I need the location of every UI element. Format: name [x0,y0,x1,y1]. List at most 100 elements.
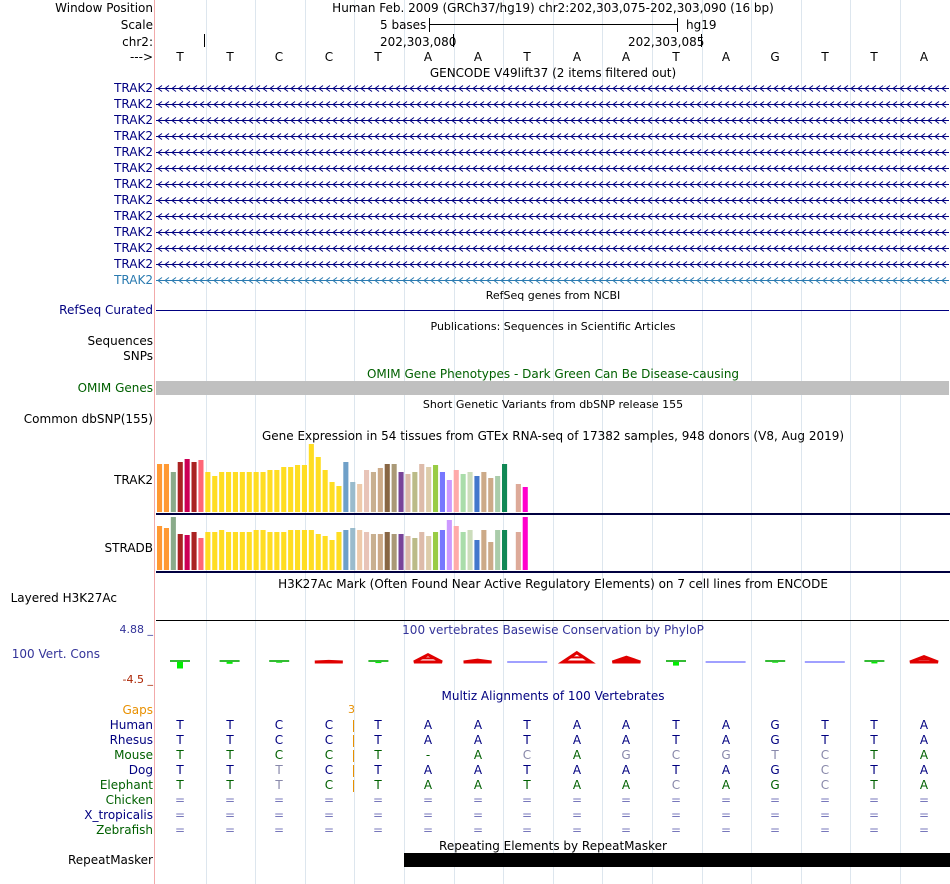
phylop-bar [673,662,679,666]
gencode-item-label[interactable]: TRAK2 [114,273,153,287]
strand-arrow [773,261,779,268]
strand-arrow [885,133,891,140]
strand-arrow [381,181,387,188]
strand-arrow [535,149,541,156]
strand-arrow [633,261,639,268]
gencode-transcript[interactable] [156,212,950,221]
publications-track-label[interactable]: Sequences [87,334,153,348]
gtex-gene-label-stradb[interactable]: STRADB [104,541,153,555]
strand-arrow [934,277,940,284]
strand-arrow [549,117,555,124]
phylop-track-label[interactable]: 100 Vert. Cons [11,647,100,661]
gencode-item-label[interactable]: TRAK2 [114,209,153,223]
gencode-item-label[interactable]: TRAK2 [114,81,153,95]
gtex-chart[interactable] [156,440,950,575]
gencode-item-label[interactable]: TRAK2 [114,257,153,271]
strand-arrow [591,149,597,156]
strand-arrow [920,181,926,188]
strand-arrow [465,213,471,220]
gencode-transcript[interactable] [156,260,950,269]
h3k27ac-track-label[interactable]: Layered H3K27Ac [10,591,117,605]
gencode-item-label[interactable]: TRAK2 [114,177,153,191]
strand-arrow [570,229,576,236]
gencode-item-label[interactable]: TRAK2 [114,129,153,143]
strand-arrow [514,277,520,284]
gtex-gene-label-trak2[interactable]: TRAK2 [114,473,153,487]
gencode-transcript[interactable] [156,164,950,173]
gencode-transcript[interactable] [156,100,950,109]
gencode-item-label[interactable]: TRAK2 [114,193,153,207]
strand-arrow [486,277,492,284]
gencode-item-label[interactable]: TRAK2 [114,225,153,239]
strand-arrow [360,101,366,108]
alignment-base: T [870,763,878,777]
strand-arrow [780,229,786,236]
strand-arrow [479,117,485,124]
species-label[interactable]: Human [109,718,153,732]
snps-track-label[interactable]: SNPs [123,349,153,363]
alignment-base: = [472,808,484,822]
alignment-base: A [919,763,929,777]
strand-arrow [346,197,352,204]
refseq-transcript[interactable] [156,310,949,311]
gencode-transcript[interactable] [156,132,950,141]
gencode-transcript[interactable] [156,84,950,93]
gtex-bar [170,517,176,570]
refseq-track-label[interactable]: RefSeq Curated [59,303,153,317]
alignment-base: T [870,748,878,762]
refseq-title: RefSeq genes from NCBI [485,289,621,302]
strand-arrow [304,213,310,220]
strand-arrow [535,85,541,92]
strand-arrow [381,197,387,204]
strand-arrow [395,277,401,284]
species-label[interactable]: X_tropicalis [84,808,153,822]
strand-arrow [374,229,380,236]
browser-image[interactable]: Human Feb. 2009 (GRCh37/hg19) chr2:202,3… [156,0,950,884]
strand-arrow [276,117,282,124]
species-label[interactable]: Rhesus [109,733,153,747]
gencode-item-label[interactable]: TRAK2 [114,161,153,175]
strand-arrow [766,229,772,236]
strand-arrow [402,181,408,188]
strand-arrow [577,245,583,252]
repeatmasker-track-label[interactable]: RepeatMasker [67,853,153,867]
strand-arrow [493,181,499,188]
repeat-element[interactable] [404,853,950,867]
gencode-transcript[interactable] [156,228,950,237]
strand-arrow [941,245,947,252]
scale-bar [429,24,677,25]
strand-arrow [752,165,758,172]
gencode-transcript[interactable] [156,196,950,205]
gencode-transcript[interactable] [156,180,950,189]
gencode-item-label[interactable]: TRAK2 [114,97,153,111]
alignment-base: = [323,793,335,807]
gencode-item-label[interactable]: TRAK2 [114,113,153,127]
strand-arrow [437,85,443,92]
strand-arrow [801,197,807,204]
alignment-base: = [819,793,831,807]
gencode-transcript[interactable] [156,148,950,157]
strand-arrow [766,165,772,172]
gencode-item-label[interactable]: TRAK2 [114,145,153,159]
species-label[interactable]: Dog [128,763,153,777]
strand-arrow [927,101,933,108]
gencode-transcript[interactable] [156,276,950,285]
gencode-transcript[interactable] [156,244,950,253]
gencode-transcript[interactable] [156,116,950,125]
dbsnp-track-label[interactable]: Common dbSNP(155) [23,412,153,426]
species-label[interactable]: Chicken [105,793,153,807]
strand-arrow [710,165,716,172]
strand-arrow [619,197,625,204]
strand-arrow [780,101,786,108]
strand-arrow [668,85,674,92]
strand-arrow [507,229,513,236]
species-label[interactable]: Mouse [114,748,153,762]
omim-track-label[interactable]: OMIM Genes [77,381,153,395]
species-label[interactable]: Zebrafish [96,823,153,837]
alignment-base: A [919,718,929,732]
gencode-item-label[interactable]: TRAK2 [114,241,153,255]
phylop-chart[interactable] [156,640,950,674]
species-label[interactable]: Elephant [99,778,153,792]
omim-gene-bar[interactable] [156,381,949,395]
strand-arrow [339,245,345,252]
